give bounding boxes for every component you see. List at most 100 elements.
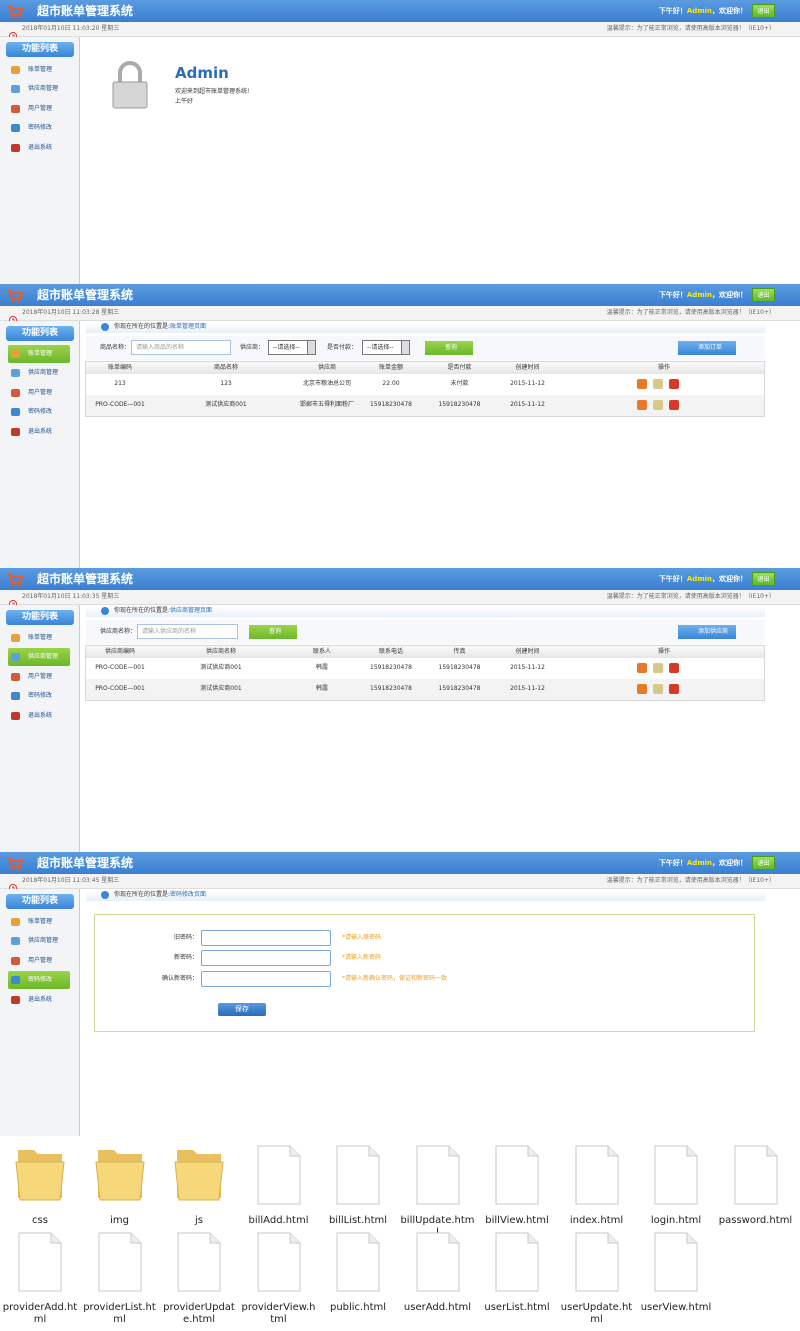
menu-item[interactable]: 用户管理 xyxy=(28,389,53,396)
file-icon-svg xyxy=(495,1232,539,1292)
add-button[interactable]: 添加供应商 xyxy=(678,625,736,639)
file-icon xyxy=(254,1144,304,1210)
logout-button[interactable]: 退出 xyxy=(752,288,775,302)
view-icon[interactable] xyxy=(637,379,647,389)
file-name[interactable]: providerAdd.html xyxy=(2,1302,78,1325)
field-label: 新密码： xyxy=(173,954,198,961)
menu-item[interactable]: 用户管理 xyxy=(28,105,53,112)
delete-icon[interactable] xyxy=(669,663,679,673)
view-icon[interactable] xyxy=(637,663,647,673)
file-icon xyxy=(651,1231,701,1297)
menu-item[interactable]: 供应商管理 xyxy=(28,937,59,944)
menu-item[interactable]: 供应商管理 xyxy=(28,653,59,660)
data-table: 供应商编码 供应商名称 联系人 联系电话 传真 创建时间 操作 PRO-CODE—001 测试供… xyxy=(85,645,765,701)
menu-title: 功能列表 xyxy=(6,610,74,625)
menu-item[interactable]: 密码修改 xyxy=(28,124,53,131)
menu-item[interactable]: 用户管理 xyxy=(28,673,53,680)
menu-item[interactable]: 退出系统 xyxy=(28,996,53,1003)
file-name[interactable]: userUpdate.html xyxy=(560,1302,633,1325)
location-prefix: 你现在所在的位置是: xyxy=(114,323,171,330)
placeholder: 请输入供应商的名称 xyxy=(142,628,197,635)
menu-item[interactable]: 账单管理 xyxy=(28,66,53,73)
table-cell: 北京市粮油总公司 xyxy=(302,380,351,387)
save-button[interactable]: 保存 xyxy=(218,1003,266,1016)
password-input[interactable] xyxy=(201,971,331,987)
view-icon[interactable] xyxy=(637,684,647,694)
file-icon-svg xyxy=(257,1232,300,1292)
file-name[interactable]: css xyxy=(32,1215,48,1226)
file-name[interactable]: providerUpdate.html xyxy=(163,1302,235,1325)
select-arrow xyxy=(307,341,315,354)
menu-item[interactable]: 账单管理 xyxy=(28,918,53,925)
select-box[interactable]: --请选择-- xyxy=(362,340,410,355)
screen: 超市账单管理系统 下午好！Admin，欢迎你！ 退出 2018年01月10日 11:0… xyxy=(0,852,800,1136)
view-icon[interactable] xyxy=(637,400,647,410)
greeting: 下午好！Admin，欢迎你！ xyxy=(659,6,747,16)
menu-item[interactable]: 密码修改 xyxy=(28,976,53,983)
menu-item[interactable]: 用户管理 xyxy=(28,957,53,964)
logout-button[interactable]: 退出 xyxy=(752,4,775,18)
file-name[interactable]: providerList.html xyxy=(83,1302,156,1325)
select-box[interactable]: --请选择-- xyxy=(268,340,316,355)
file-name[interactable]: public.html xyxy=(329,1302,387,1313)
file-name[interactable]: userAdd.html xyxy=(403,1302,472,1313)
menu-icon xyxy=(11,957,20,965)
file-name[interactable]: js xyxy=(195,1215,203,1226)
menu-item[interactable]: 供应商管理 xyxy=(28,369,59,376)
add-button[interactable]: 添加订单 xyxy=(678,341,736,355)
delete-icon[interactable] xyxy=(669,684,679,694)
file-name[interactable]: password.html xyxy=(718,1215,793,1226)
sidebar: 功能列表 账单管理 供应商管理 用户管理 密码修改 退出系统 xyxy=(0,37,80,284)
table-header: 是否付款 xyxy=(447,364,472,371)
menu-item[interactable]: 退出系统 xyxy=(28,712,53,719)
menu-item[interactable]: 退出系统 xyxy=(28,144,53,151)
current-time: 2018年01月10日 11:03:20 星期三 xyxy=(22,25,120,32)
table-cell: 15918230478 xyxy=(438,685,481,692)
edit-icon[interactable] xyxy=(653,663,663,673)
edit-icon[interactable] xyxy=(653,379,663,389)
search-input[interactable]: 请输入商品的名称 xyxy=(131,340,231,355)
query-button[interactable]: 查询 xyxy=(425,341,473,355)
logout-button[interactable]: 退出 xyxy=(752,572,775,586)
menu-item[interactable]: 密码修改 xyxy=(28,408,53,415)
lock-icon-svg xyxy=(112,61,148,109)
delete-icon[interactable] xyxy=(669,379,679,389)
table-header: 账单金额 xyxy=(378,364,403,371)
menu-item[interactable]: 供应商管理 xyxy=(28,85,59,92)
file-icon-svg xyxy=(336,1232,380,1292)
file-name[interactable]: login.html xyxy=(650,1215,702,1226)
file-name[interactable]: providerView.html xyxy=(241,1302,316,1325)
info-bar: 2018年01月10日 11:03:20 星期三 温馨提示：为了能正常浏览，请使用… xyxy=(0,22,800,40)
logout-button[interactable]: 退出 xyxy=(752,856,775,870)
edit-icon[interactable] xyxy=(653,684,663,694)
file-name[interactable]: userList.html xyxy=(484,1302,550,1313)
file-name[interactable]: img xyxy=(110,1215,129,1226)
menu-item[interactable]: 账单管理 xyxy=(28,634,53,641)
current-time: 2018年01月10日 11:03:45 星期三 xyxy=(22,877,120,884)
file-name[interactable]: billView.html xyxy=(485,1215,549,1226)
menu-title: 功能列表 xyxy=(6,326,74,341)
file-icon-svg xyxy=(654,1232,698,1292)
delete-icon[interactable] xyxy=(669,400,679,410)
info-bar: 2018年01月10日 11:03:35 星期三 温馨提示：为了能正常浏览，请使用… xyxy=(0,590,800,608)
query-button[interactable]: 查询 xyxy=(249,625,297,639)
table-row xyxy=(86,374,764,395)
file-name[interactable]: userView.html xyxy=(640,1302,712,1313)
file-icon-svg xyxy=(257,1145,300,1205)
password-input[interactable] xyxy=(201,930,331,946)
file-name[interactable]: billList.html xyxy=(328,1215,388,1226)
password-input[interactable] xyxy=(201,950,331,966)
system-title: 超市账单管理系统 xyxy=(37,572,134,586)
menu-item[interactable]: 账单管理 xyxy=(28,350,53,357)
cart-icon-svg xyxy=(7,290,24,303)
table-cell: 15918230478 xyxy=(438,664,481,671)
search-input[interactable]: 请输入供应商的名称 xyxy=(137,624,238,639)
menu-item[interactable]: 退出系统 xyxy=(28,428,53,435)
menu-item[interactable]: 密码修改 xyxy=(28,692,53,699)
file-name[interactable]: billAdd.html xyxy=(248,1215,309,1226)
table-cell: 22.00 xyxy=(382,380,400,387)
file-name[interactable]: index.html xyxy=(569,1215,624,1226)
edit-icon[interactable] xyxy=(653,400,663,410)
table-cell: PRO-CODE—001 xyxy=(95,401,145,408)
